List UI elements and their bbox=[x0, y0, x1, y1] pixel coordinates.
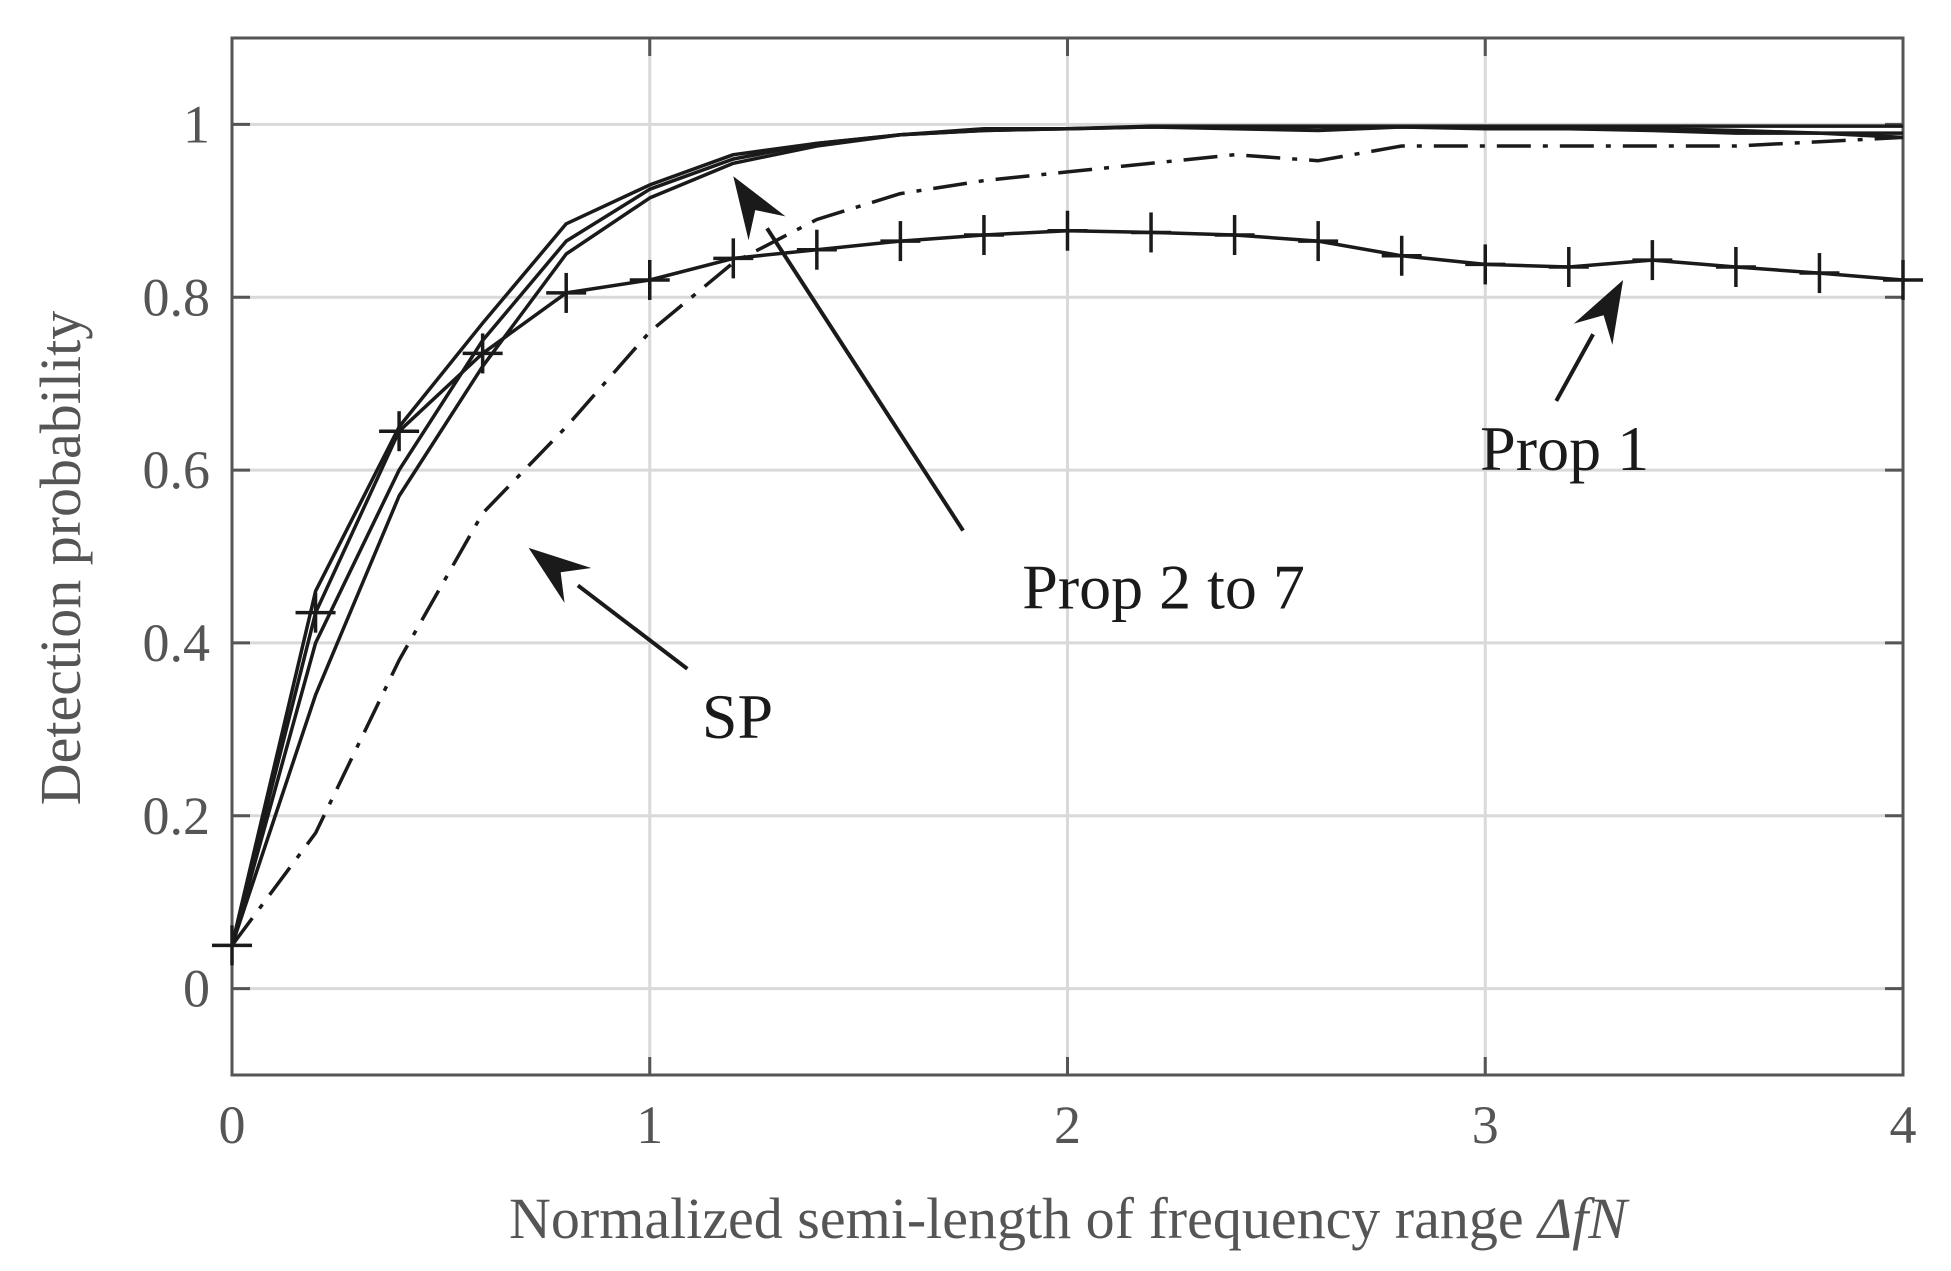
plus-marker bbox=[1799, 253, 1840, 294]
x-tick-label: 1 bbox=[636, 1095, 663, 1155]
x-axis-label-text: Normalized semi-length of frequency rang… bbox=[509, 1186, 1538, 1251]
plus-marker bbox=[1214, 215, 1255, 256]
plus-marker bbox=[796, 229, 837, 270]
plus-marker bbox=[713, 238, 754, 279]
annotation-arrow-2-head bbox=[733, 176, 786, 241]
annotation-arrow-1-shaft bbox=[1554, 333, 1595, 402]
annotation-arrow-1-head bbox=[1573, 279, 1624, 345]
annotation-arrow-2 bbox=[733, 176, 965, 532]
annotation-arrow-1 bbox=[1554, 279, 1624, 402]
series-line-3 bbox=[230, 125, 1903, 946]
plus-marker bbox=[212, 925, 252, 966]
plus-marker bbox=[963, 215, 1004, 256]
plot-frame bbox=[230, 36, 1905, 1077]
y-axis-label: Detection probability bbox=[28, 311, 93, 805]
series-group bbox=[212, 124, 1923, 966]
y-tick-label: 0.4 bbox=[143, 613, 211, 673]
plus-marker bbox=[1047, 210, 1088, 251]
annotation-label-1: Prop 1 bbox=[1480, 413, 1649, 484]
x-tick-label: 4 bbox=[1890, 1095, 1917, 1155]
plus-marker bbox=[379, 411, 420, 452]
axes: 0 1 2 3 4 0 0.2 0.4 0.6 0.8 1 bbox=[143, 36, 1917, 1155]
x-tick-label: 3 bbox=[1472, 1095, 1499, 1155]
plus-marker bbox=[880, 221, 921, 262]
annotation-arrow-3-shaft bbox=[576, 583, 689, 671]
plus-marker bbox=[462, 333, 503, 374]
annotation-arrow-3 bbox=[528, 547, 689, 671]
x-tick-label: 2 bbox=[1054, 1095, 1081, 1155]
plus-marker bbox=[1715, 247, 1756, 288]
x-axis-label-math: ΔfN bbox=[1536, 1186, 1630, 1251]
plus-marker bbox=[629, 259, 670, 300]
x-axis-label: Normalized semi-length of frequency rang… bbox=[509, 1186, 1630, 1251]
plus-marker bbox=[546, 272, 587, 313]
y-tick-label: 1 bbox=[183, 94, 210, 154]
plus-marker bbox=[1883, 259, 1923, 300]
plus-marker bbox=[1465, 244, 1506, 285]
y-tick-label: 0.2 bbox=[143, 786, 211, 846]
plus-marker bbox=[1548, 247, 1589, 288]
plus-marker bbox=[1131, 212, 1172, 253]
y-tick-label: 0.8 bbox=[143, 267, 211, 327]
y-tick-label: 0 bbox=[183, 959, 210, 1019]
series-line-4 bbox=[230, 135, 1904, 947]
annotation-label-3: SP bbox=[702, 681, 773, 752]
annotations: Prop 1 Prop 2 to 7 SP bbox=[528, 176, 1649, 752]
annotation-label-2: Prop 2 to 7 bbox=[1022, 551, 1305, 622]
plus-marker bbox=[1298, 221, 1339, 262]
x-tick-label: 0 bbox=[219, 1095, 246, 1155]
plus-marker bbox=[295, 592, 336, 633]
plus-marker bbox=[1381, 235, 1422, 276]
plus-marker bbox=[1632, 240, 1673, 281]
annotation-arrow-2-shaft bbox=[765, 227, 965, 532]
y-tick-label: 0.6 bbox=[143, 440, 211, 500]
annotation-arrow-3-head bbox=[528, 547, 592, 603]
